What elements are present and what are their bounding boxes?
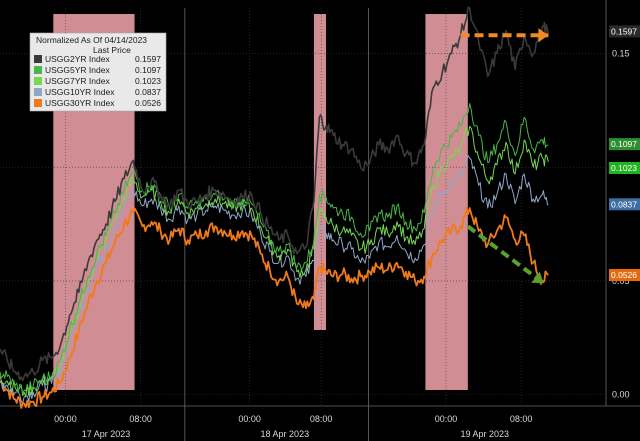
legend-series-name: USGG30YR Index — [45, 98, 115, 108]
x-tick-label: 08:00 — [510, 414, 533, 424]
legend-series-value: 0.1023 — [135, 76, 161, 86]
series-line-usgg30yr-index — [0, 206, 549, 409]
legend-series-value: 0.1097 — [135, 65, 161, 75]
legend-series-value: 0.1597 — [135, 54, 161, 64]
annotation-arrow-head — [538, 28, 549, 43]
end-labels: 0.1597 0.1097 0.1023 0.0837 0.0526 — [609, 25, 640, 282]
end-label-value: 0.1023 — [611, 163, 637, 173]
x-tick-label: 08:00 — [310, 414, 333, 424]
annotation-arrow-line — [466, 224, 545, 285]
x-tick-label: 08:00 — [129, 414, 152, 424]
y-tick-label: 0.00 — [612, 390, 630, 400]
end-label-value: 0.0526 — [611, 270, 637, 280]
x-day-label: 19 Apr 2023 — [461, 429, 510, 439]
end-label-value: 0.1597 — [611, 26, 637, 36]
legend-series-name: USGG7YR Index — [45, 76, 110, 86]
legend-box — [29, 32, 167, 112]
legend-series-value: 0.0526 — [135, 98, 161, 108]
legend: Normalized As Of 04/14/2023 Last Price U… — [29, 32, 167, 112]
x-tick-label: 00:00 — [54, 414, 77, 424]
x-day-label: 18 Apr 2023 — [261, 429, 310, 439]
series-lines — [0, 6, 550, 409]
series-line-usgg7yr-index — [0, 125, 549, 397]
legend-swatch — [34, 99, 42, 107]
legend-swatch — [34, 77, 42, 85]
annotation-arrow-head — [531, 271, 544, 284]
end-label-box — [609, 25, 640, 38]
legend-subtitle: Last Price — [93, 45, 131, 55]
end-label-box — [609, 269, 640, 282]
x-tick-label: 00:00 — [435, 414, 458, 424]
legend-series-name: USGG2YR Index — [45, 54, 110, 64]
legend-swatch — [34, 55, 42, 63]
legend-series-name: USGG5YR Index — [45, 65, 110, 75]
x-tick-label: 00:00 — [238, 414, 261, 424]
legend-series-value: 0.0837 — [135, 87, 161, 97]
series-line-usgg10yr-index — [0, 155, 549, 404]
end-label-box — [609, 198, 640, 211]
end-label-box — [609, 138, 640, 151]
annotations — [460, 28, 549, 285]
legend-swatch — [34, 66, 42, 74]
end-label-value: 0.1097 — [611, 139, 637, 149]
end-label-value: 0.0837 — [611, 199, 637, 209]
shaded-region — [425, 14, 468, 390]
y-tick-label: 0.15 — [612, 48, 630, 58]
legend-items: USGG2YR Index 0.1597 USGG5YR Index 0.1097 US… — [34, 54, 161, 108]
end-label-box — [609, 161, 640, 174]
series-line-usgg2yr-index — [0, 6, 550, 382]
legend-series-name: USGG10YR Index — [45, 87, 115, 97]
x-day-label: 17 Apr 2023 — [82, 429, 131, 439]
series-line-usgg5yr-index — [0, 103, 549, 395]
legend-swatch — [34, 88, 42, 96]
legend-title: Normalized As Of 04/14/2023 — [36, 35, 147, 45]
shaded-region — [313, 14, 327, 330]
